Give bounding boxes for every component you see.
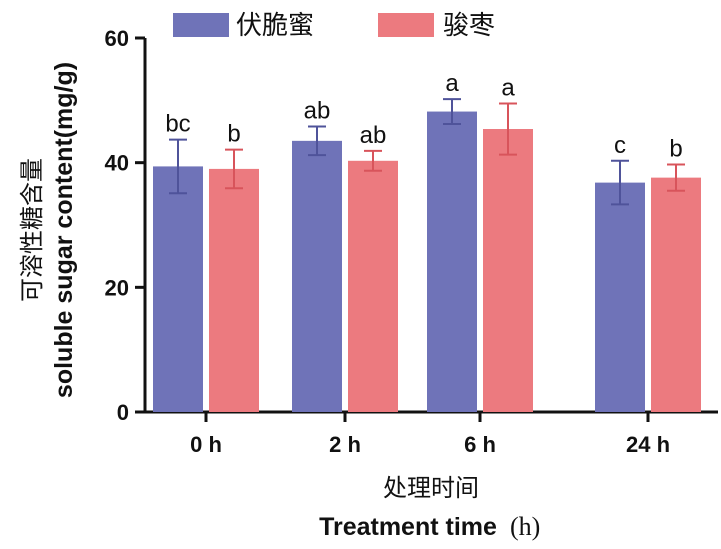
bar bbox=[483, 129, 533, 413]
bar bbox=[292, 140, 342, 412]
bars: bc b ab ab a a c b bbox=[153, 70, 701, 413]
y-tick-label: 20 bbox=[105, 275, 129, 300]
bar bbox=[209, 168, 259, 412]
y-tick-label: 60 bbox=[105, 26, 129, 51]
significance-letter: a bbox=[445, 70, 459, 97]
x-axis-title-en: Treatment time bbox=[319, 513, 497, 541]
legend-swatch-series-1 bbox=[173, 13, 229, 37]
y-tick-label: 0 bbox=[117, 400, 129, 425]
bar bbox=[427, 111, 477, 412]
x-tick-label: 24 h bbox=[626, 432, 670, 457]
significance-letter: c bbox=[614, 132, 626, 159]
y-axis-title-en: soluble sugar content(mg/g) bbox=[50, 62, 78, 398]
bar bbox=[153, 166, 203, 412]
y-axis-title-cn: 可溶性糖含量 bbox=[18, 158, 46, 302]
legend-label-series-2: 骏枣 bbox=[443, 11, 495, 41]
significance-letter: b bbox=[669, 136, 682, 163]
legend: 伏脆蜜 骏枣 bbox=[173, 11, 495, 41]
x-tick-label: 6 h bbox=[464, 432, 496, 457]
x-ticks: 0 h 2 h 6 h 24 h bbox=[190, 412, 670, 457]
x-tick-label: 0 h bbox=[190, 432, 222, 457]
significance-letter: b bbox=[227, 121, 240, 148]
significance-letter: ab bbox=[360, 122, 387, 149]
x-axis-title-unit: (h) bbox=[510, 512, 540, 541]
legend-label-series-1: 伏脆蜜 bbox=[236, 11, 314, 41]
y-ticks: 0 20 40 60 bbox=[105, 26, 145, 425]
significance-letter: ab bbox=[304, 98, 331, 125]
y-axis-title: 可溶性糖含量 soluble sugar content(mg/g) bbox=[18, 62, 78, 398]
legend-swatch-series-2 bbox=[378, 13, 434, 37]
bar bbox=[348, 160, 398, 412]
x-axis-title-cn: 处理时间 bbox=[383, 474, 479, 502]
bar bbox=[651, 177, 701, 412]
x-tick-label: 2 h bbox=[329, 432, 361, 457]
bar bbox=[595, 182, 645, 412]
y-tick-label: 40 bbox=[105, 151, 129, 176]
significance-letter: bc bbox=[165, 111, 190, 138]
significance-letter: a bbox=[501, 74, 515, 101]
